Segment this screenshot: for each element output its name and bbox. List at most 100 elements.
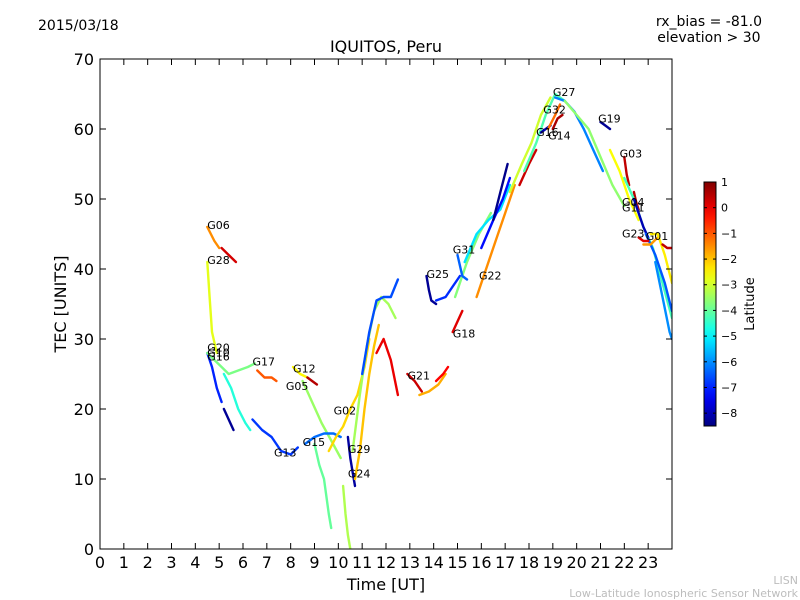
y-tick-label-30: 30: [74, 330, 94, 349]
sat-label-G12: G12: [293, 363, 316, 376]
colorbar-tick-label-0: 0: [721, 202, 728, 215]
series-G25b: [434, 274, 462, 302]
series-G10: [206, 351, 257, 376]
series-G02b: [341, 484, 352, 549]
x-tick-label-20: 20: [566, 553, 586, 572]
colorbar-tick-label--7: −7: [721, 381, 737, 394]
x-tick-label-14: 14: [423, 553, 443, 572]
y-tick-label-50: 50: [74, 190, 94, 209]
series-G20b: [222, 407, 235, 432]
x-tick-label-3: 3: [166, 553, 176, 572]
x-tick-label-7: 7: [262, 553, 272, 572]
sat-label-G22: G22: [479, 269, 502, 282]
series-G16h: [508, 96, 552, 194]
series-G22b: [480, 176, 512, 250]
series-G23: [637, 236, 650, 243]
series-G27: [554, 96, 605, 173]
sat-label-G21: G21: [407, 370, 430, 383]
series-G11: [632, 197, 650, 239]
colorbar-tick-label--5: −5: [721, 330, 737, 343]
y-tick-label-70: 70: [74, 50, 94, 69]
sat-label-G14: G14: [548, 129, 571, 142]
series-G23b: [642, 236, 659, 246]
colorbar-tick-label--1: −1: [721, 227, 737, 240]
sat-label-G10: G10: [207, 346, 230, 359]
sat-label-G15: G15: [303, 436, 326, 449]
sat-label-G23: G23: [622, 227, 645, 240]
sat-label-G05: G05: [286, 380, 309, 393]
date-label: 2015/03/18: [38, 18, 119, 34]
sat-label-G16: G16: [536, 126, 559, 139]
series-G21: [406, 372, 423, 393]
elevation-label: elevation > 30: [657, 30, 761, 46]
series-G27b: [563, 99, 626, 208]
sat-label-G27: G27: [553, 86, 576, 99]
series-G03b: [608, 148, 640, 222]
series-G05: [301, 379, 342, 460]
sat-label-G04: G04: [622, 196, 645, 209]
y-tick-label-60: 60: [74, 120, 94, 139]
x-tick-label-6: 6: [238, 553, 248, 572]
x-tick-label-12: 12: [376, 553, 396, 572]
series-G24b: [351, 295, 397, 453]
y-tick-label-20: 20: [74, 400, 94, 419]
series-G17: [256, 369, 278, 383]
colorbar: [703, 181, 717, 427]
x-tick-label-18: 18: [519, 553, 539, 572]
series-G16: [222, 372, 252, 432]
credit-long: Low-Latitude Ionospheric Sensor Network: [569, 587, 798, 600]
series-G14b: [523, 92, 566, 173]
x-tick-label-1: 1: [119, 553, 129, 572]
colorbar-label: Latitude: [743, 277, 758, 331]
x-tick-label-23: 23: [638, 553, 658, 572]
series-G24c: [361, 278, 400, 376]
series-G28: [206, 260, 219, 355]
data-layer: [206, 92, 672, 549]
x-tick-label-22: 22: [614, 553, 634, 572]
x-tick-label-0: 0: [95, 553, 105, 572]
receiver-info: rx_bias = -81.0 elevation > 30: [656, 14, 762, 46]
colorbar-tick-label--3: −3: [721, 279, 737, 292]
sat-label-G06: G06: [207, 219, 230, 232]
x-axis-label: Time [UT]: [346, 575, 425, 594]
x-tick-label-21: 21: [590, 553, 610, 572]
sat-label-G29: G29: [348, 443, 371, 456]
series-G12: [291, 365, 309, 379]
rx-bias-label: rx_bias = -81.0: [655, 14, 762, 30]
colorbar-tick-label--8: −8: [721, 407, 737, 420]
series-G32b: [546, 103, 562, 131]
colorbar-tick-label-1: 1: [721, 176, 728, 189]
series-G18: [451, 309, 464, 334]
sat-label-G32: G32: [543, 104, 566, 117]
series-G31b: [463, 183, 512, 264]
sat-label-G24: G24: [348, 468, 371, 481]
x-tick-label-13: 13: [400, 553, 420, 572]
series-G15b: [313, 442, 333, 530]
colorbar-tick-label--4: −4: [721, 304, 737, 317]
x-tick-label-10: 10: [328, 553, 348, 572]
sat-label-G20: G20: [207, 342, 230, 355]
sat-label-G18: G18: [453, 328, 476, 341]
x-tick-label-16: 16: [471, 553, 491, 572]
sat-label-G02: G02: [334, 405, 357, 418]
credit-short: LISN: [773, 574, 798, 587]
series-G01c: [654, 260, 672, 341]
x-tick-label-17: 17: [495, 553, 515, 572]
sat-label-G03: G03: [620, 148, 643, 161]
series-G15: [303, 432, 342, 446]
series-G32: [551, 113, 564, 131]
colorbar-tick-label--6: −6: [721, 356, 737, 369]
x-tick-label-11: 11: [352, 553, 372, 572]
series-G13: [251, 418, 299, 456]
series-G31: [456, 253, 469, 281]
sat-label-G25: G25: [427, 268, 450, 281]
sat-label-G13: G13: [274, 447, 297, 460]
x-tick-label-2: 2: [143, 553, 153, 572]
series-G03: [623, 155, 631, 187]
sat-label-G17: G17: [253, 356, 276, 369]
credit: LISN Low-Latitude Ionospheric Sensor Net…: [569, 574, 800, 600]
x-tick-label-4: 4: [190, 553, 200, 572]
x-tick-label-5: 5: [214, 553, 224, 572]
series-G21c: [434, 365, 450, 383]
